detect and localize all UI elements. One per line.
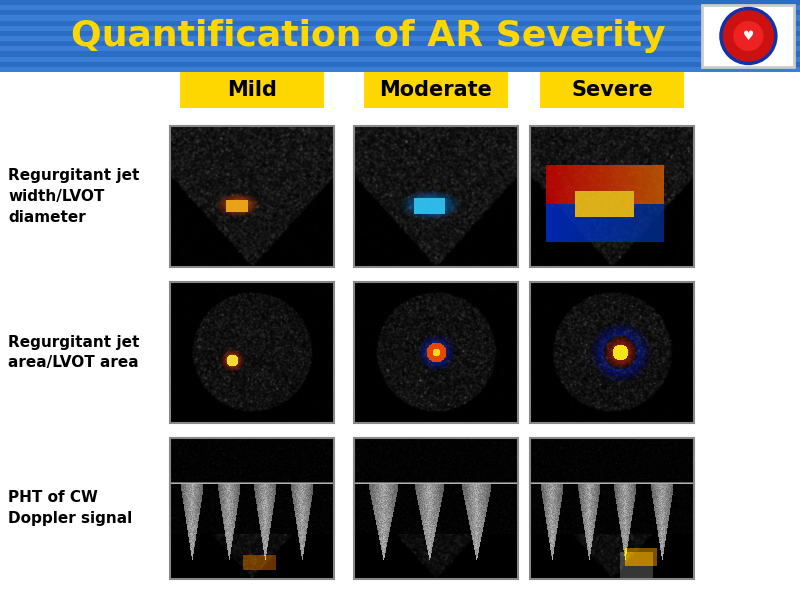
Text: Quantification of AR Severity: Quantification of AR Severity [70, 19, 666, 53]
Bar [0, 20, 800, 26]
Bar [170, 126, 334, 267]
Bar [0, 61, 800, 67]
Bar [530, 282, 694, 423]
Bar [0, 41, 800, 46]
Text: Mild: Mild [227, 80, 277, 100]
Text: Moderate: Moderate [379, 80, 493, 100]
Bar [0, 56, 800, 62]
Bar [0, 35, 800, 41]
Text: Regurgitant jet
area/LVOT area: Regurgitant jet area/LVOT area [8, 335, 139, 370]
Bar [0, 51, 800, 56]
Bar [180, 72, 324, 108]
Bar [0, 588, 800, 600]
Text: PHT of CW
Doppler signal: PHT of CW Doppler signal [8, 491, 132, 527]
Bar [170, 282, 334, 423]
Bar [0, 31, 800, 36]
Bar [0, 0, 800, 5]
Bar [354, 126, 518, 267]
Bar [530, 438, 694, 579]
Bar [0, 25, 800, 31]
Bar [354, 282, 518, 423]
Bar [170, 438, 334, 579]
Text: ♥: ♥ [742, 29, 754, 43]
Bar [0, 5, 800, 10]
Bar [702, 5, 794, 67]
Text: Severe: Severe [571, 80, 653, 100]
Bar [0, 67, 800, 72]
Circle shape [721, 8, 776, 64]
Bar [354, 438, 518, 579]
Text: Regurgitant jet
width/LVOT
diameter: Regurgitant jet width/LVOT diameter [8, 168, 139, 225]
Bar [0, 46, 800, 52]
Bar [0, 15, 800, 20]
Bar [540, 72, 684, 108]
Bar [0, 10, 800, 16]
Bar [364, 72, 508, 108]
Bar [530, 126, 694, 267]
Circle shape [734, 21, 763, 51]
